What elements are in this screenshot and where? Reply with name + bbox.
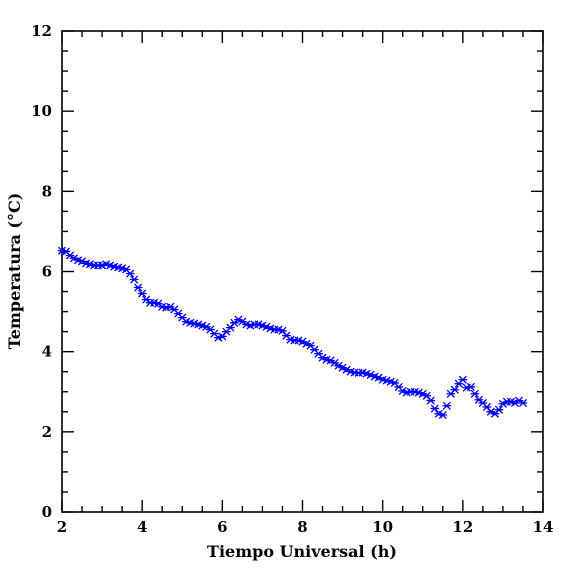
data-point [226,323,235,332]
y-tick-label: 4 [42,343,52,361]
x-tick-label: 4 [137,518,147,536]
data-point [438,410,448,420]
x-axis-label: Tiempo Universal (h) [207,542,397,561]
y-tick-label: 0 [42,503,52,521]
data-point [482,402,492,412]
data-point [129,275,139,284]
data-point [137,289,147,298]
x-tick-label: 2 [57,518,67,536]
data-point [426,396,436,405]
data-point [133,283,143,292]
data-point [470,389,480,398]
x-tick-label: 6 [217,518,227,536]
x-tick-label: 14 [533,518,554,536]
y-tick-label: 8 [42,182,52,200]
x-tick-label: 8 [297,518,307,536]
data-point [466,382,476,391]
data-points [57,246,528,420]
x-tick-label: 10 [372,518,393,536]
data-point [458,375,468,384]
y-axis-label: Temperatura (°C) [5,193,24,350]
data-point [430,404,440,413]
data-point [125,269,135,278]
y-tick-label: 12 [31,22,52,40]
data-point [518,398,528,408]
plot-frame [61,30,544,513]
data-point [442,401,452,410]
data-point [494,405,504,414]
axis-ticks [61,30,544,513]
data-point [218,332,227,341]
x-tick-label: 12 [452,518,473,536]
data-point [278,326,287,335]
y-tick-label: 2 [42,423,52,441]
y-tick-label: 10 [31,102,52,120]
data-point [450,385,460,394]
y-tick-label: 6 [42,263,52,281]
